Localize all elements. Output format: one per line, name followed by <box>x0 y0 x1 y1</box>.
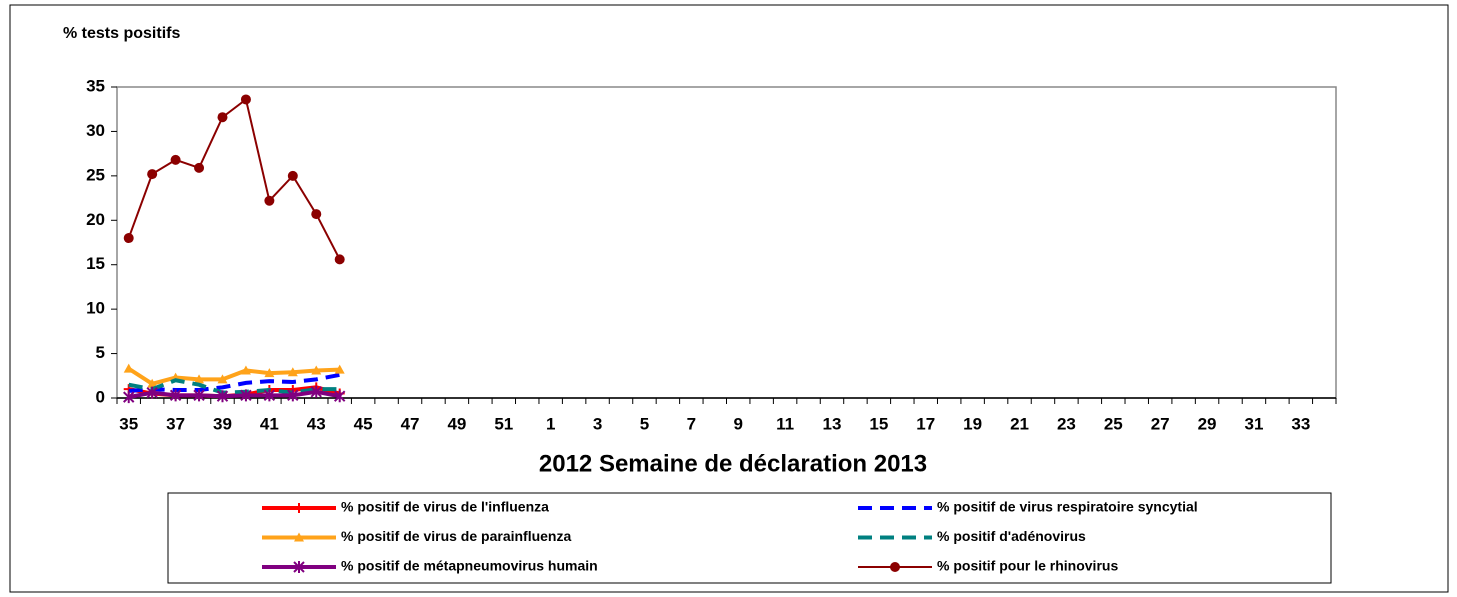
x-tick-label: 15 <box>869 414 888 433</box>
marker <box>240 389 252 402</box>
legend-marker <box>890 562 900 572</box>
x-tick-label: 19 <box>963 414 982 433</box>
y-tick-label: 15 <box>86 254 105 273</box>
legend-label: % positif pour le rhinovirus <box>937 558 1118 574</box>
marker <box>123 233 134 244</box>
x-tick-label: 49 <box>447 414 466 433</box>
x-tick-label: 31 <box>1244 414 1263 433</box>
marker <box>264 368 275 378</box>
x-tick-label: 29 <box>1198 414 1217 433</box>
x-tick-label: 17 <box>916 414 935 433</box>
series-line <box>128 372 341 393</box>
marker <box>311 365 322 375</box>
x-tick-label: 5 <box>640 414 649 433</box>
series-line <box>127 97 341 260</box>
marker <box>123 363 134 373</box>
x-tick-label: 39 <box>213 414 232 433</box>
x-tick-label: 25 <box>1104 414 1123 433</box>
marker <box>333 390 346 403</box>
marker <box>334 364 345 374</box>
x-tick-label: 1 <box>546 414 555 433</box>
marker <box>264 195 275 206</box>
series-line <box>127 366 340 386</box>
y-tick-label: 5 <box>96 343 105 362</box>
marker <box>287 367 298 377</box>
marker <box>287 170 298 181</box>
marker <box>240 365 251 375</box>
x-tick-label: 45 <box>354 414 373 433</box>
y-tick-label: 25 <box>86 165 105 184</box>
x-tick-label: 33 <box>1291 414 1310 433</box>
legend-marker <box>293 561 305 573</box>
y-tick-label: 35 <box>86 76 105 95</box>
x-tick-label: 37 <box>166 414 185 433</box>
legend-marker <box>294 532 304 542</box>
marker <box>334 254 345 265</box>
marker <box>194 374 205 384</box>
marker <box>147 169 158 180</box>
legend-label: % positif de métapneumovirus humain <box>341 558 598 574</box>
marker <box>146 386 158 399</box>
x-tick-label: 23 <box>1057 414 1076 433</box>
x-tick-label: 7 <box>687 414 696 433</box>
marker <box>147 378 158 388</box>
x-tick-label: 3 <box>593 414 602 433</box>
x-tick-label: 9 <box>733 414 742 433</box>
series-line <box>128 378 340 395</box>
legend-label: % positif de virus de parainfluenza <box>341 528 571 544</box>
legend-label: % positif de virus respiratoire syncytia… <box>937 499 1198 515</box>
marker <box>170 154 181 165</box>
x-tick-label: 43 <box>307 414 326 433</box>
marker <box>216 390 229 403</box>
legend-label: % positif d'adénovirus <box>937 528 1086 544</box>
x-tick-label: 51 <box>494 414 513 433</box>
marker <box>217 374 228 384</box>
marker <box>169 389 182 402</box>
y-tick-label: 30 <box>86 121 105 140</box>
x-tick-label: 13 <box>823 414 842 433</box>
marker <box>310 385 322 398</box>
x-tick-label: 47 <box>401 414 420 433</box>
marker <box>263 389 276 402</box>
x-tick-label: 21 <box>1010 414 1029 433</box>
marker <box>193 389 205 402</box>
legend-marker <box>294 503 304 513</box>
legend-label: % positif de virus de l'influenza <box>341 499 549 515</box>
y-tick-label: 10 <box>86 299 105 318</box>
x-axis-label: 2012 Semaine de déclaration 2013 <box>539 450 927 477</box>
legend-box <box>167 492 1332 584</box>
marker <box>217 112 228 123</box>
marker <box>194 162 205 173</box>
x-tick-label: 41 <box>260 414 279 433</box>
marker <box>240 94 251 105</box>
y-tick-label: 0 <box>96 387 105 406</box>
y-tick-label: 20 <box>86 210 105 229</box>
x-tick-label: 27 <box>1151 414 1170 433</box>
marker <box>311 209 322 220</box>
chart-title: % tests positifs <box>63 25 180 42</box>
marker <box>123 391 135 404</box>
marker <box>287 389 299 402</box>
x-tick-label: 11 <box>776 414 794 433</box>
series-line <box>128 389 341 400</box>
x-tick-label: 35 <box>119 414 138 433</box>
